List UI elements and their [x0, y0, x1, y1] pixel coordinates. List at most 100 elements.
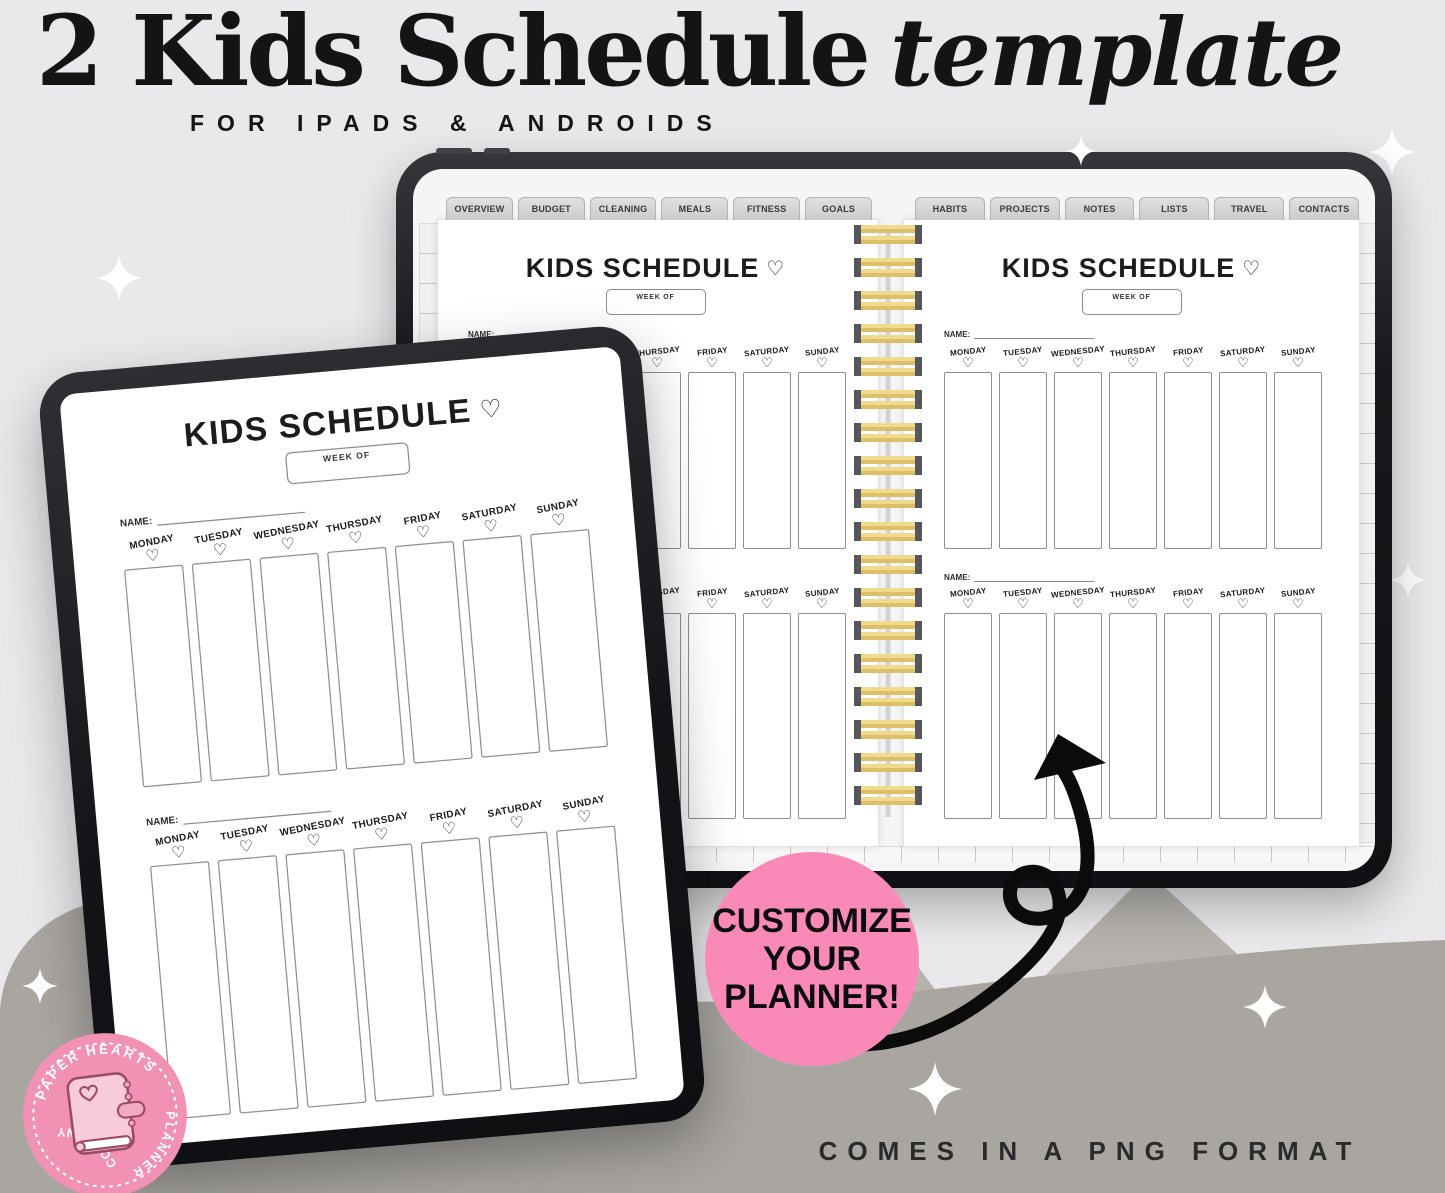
day-entry-box[interactable] — [1219, 371, 1267, 549]
badge-line: CUSTOMIZE — [712, 901, 912, 940]
heart-icon: ♡ — [651, 355, 663, 371]
spiral-coils — [860, 225, 916, 817]
name-row: NAME: — [944, 328, 1359, 340]
day-column: WEDNESDAY ♡ — [253, 519, 338, 776]
heart-icon: ♡ — [1237, 355, 1249, 371]
planner-tab[interactable]: CLEANING — [589, 197, 657, 220]
day-grid: MONDAY ♡ TUESDAY ♡ WEDNESDAY ♡ — [944, 585, 1359, 819]
name-line[interactable] — [974, 572, 1095, 582]
heart-icon: ♡ — [1017, 355, 1029, 371]
heart-icon: ♡ — [478, 395, 505, 425]
day-entry-box[interactable] — [259, 552, 338, 776]
day-entry-box[interactable] — [1219, 612, 1267, 819]
day-entry-box[interactable] — [1164, 612, 1212, 819]
title-main: 2 Kids Schedule — [36, 0, 871, 108]
planner-tab[interactable]: OVERVIEW — [446, 197, 513, 220]
day-entry-box[interactable] — [999, 371, 1047, 549]
day-column: TUESDAY ♡ — [999, 345, 1047, 549]
heart-icon: ♡ — [279, 534, 296, 554]
day-entry-box[interactable] — [217, 854, 299, 1114]
day-entry-box[interactable] — [944, 371, 992, 549]
week-of-box[interactable]: WEEK OF — [605, 289, 706, 316]
day-column: SUNDAY ♡ — [798, 586, 846, 819]
day-entry-box[interactable] — [326, 546, 406, 770]
heart-icon: ♡ — [508, 812, 525, 833]
heart-icon: ♡ — [761, 595, 773, 611]
day-entry-box[interactable] — [798, 371, 846, 549]
heart-icon: ♡ — [1292, 595, 1304, 611]
day-column: TUESDAY ♡ — [999, 586, 1047, 819]
day-entry-box[interactable] — [1274, 612, 1322, 819]
heart-icon: ♡ — [1292, 355, 1304, 371]
planner-tab[interactable]: GOALS — [805, 197, 872, 220]
day-entry-box[interactable] — [123, 564, 203, 788]
planner-tab[interactable]: PROJECTS — [989, 197, 1060, 220]
day-entry-box[interactable] — [394, 540, 473, 764]
day-entry-box[interactable] — [798, 612, 846, 819]
day-entry-box[interactable] — [688, 371, 736, 549]
badge-line: PLANNER! — [724, 978, 900, 1017]
schedule-title: KIDS SCHEDULE ♡ — [525, 253, 786, 283]
heart-icon: ♡ — [962, 355, 974, 371]
planner-tab[interactable]: LISTS — [1139, 197, 1210, 220]
day-entry-box[interactable] — [1054, 371, 1102, 549]
day-entry-box[interactable] — [191, 558, 270, 782]
day-entry-box[interactable] — [462, 534, 541, 758]
day-entry-box[interactable] — [944, 612, 992, 819]
day-entry-box[interactable] — [488, 830, 570, 1090]
planner-tab[interactable]: BUDGET — [517, 197, 585, 220]
heart-icon: ♡ — [1127, 355, 1139, 371]
name-line[interactable] — [974, 329, 1095, 340]
spiral-coil-ends — [915, 225, 922, 817]
day-label: SUNDAY — [804, 586, 840, 599]
day-entry-box[interactable] — [743, 612, 791, 819]
heart-icon: ♡ — [576, 806, 593, 827]
day-entry-box[interactable] — [529, 528, 609, 752]
day-entry-box[interactable] — [285, 848, 367, 1108]
day-entry-box[interactable] — [743, 371, 791, 549]
day-column: TUESDAY ♡ — [189, 526, 270, 782]
day-entry-box[interactable] — [999, 612, 1047, 819]
day-entry-box[interactable] — [1109, 612, 1157, 819]
page-stack-right — [1358, 223, 1375, 843]
page-title: 2 Kids Schedule template — [36, 0, 1344, 108]
planner-tab[interactable]: FITNESS — [733, 197, 801, 220]
volume-button — [436, 148, 472, 154]
planner-tab[interactable]: CONTACTS — [1289, 197, 1359, 220]
planner-tabs-right: HABITS PROJECTS NOTES LISTS TRAVEL CONTACTS — [915, 197, 1359, 220]
planner-tab[interactable]: NOTES — [1064, 197, 1135, 220]
week-of-box[interactable]: WEEK OF — [1081, 289, 1182, 316]
planner-tab[interactable]: HABITS — [915, 197, 985, 220]
day-entry-box[interactable] — [555, 825, 638, 1084]
day-column: MONDAY ♡ — [944, 586, 992, 819]
day-entry-box[interactable] — [1054, 612, 1102, 819]
day-label: FRIDAY — [1172, 586, 1204, 599]
name-line[interactable] — [156, 501, 306, 527]
day-column: SUNDAY ♡ — [1274, 346, 1322, 549]
heart-icon: ♡ — [415, 522, 432, 542]
day-entry-box[interactable] — [1109, 371, 1157, 549]
day-entry-box[interactable] — [1164, 371, 1212, 549]
heart-icon: ♡ — [1072, 595, 1084, 611]
day-entry-box[interactable] — [420, 836, 502, 1096]
planner-tab[interactable]: MEALS — [661, 197, 729, 220]
day-column: MONDAY ♡ — [944, 345, 992, 549]
day-entry-box[interactable] — [688, 612, 736, 819]
planner-tab[interactable]: TRAVEL — [1214, 197, 1285, 220]
heart-icon: ♡ — [761, 355, 773, 371]
day-entry-box[interactable] — [352, 842, 435, 1102]
day-column: FRIDAY ♡ — [688, 346, 736, 549]
day-label: MONDAY — [949, 586, 987, 599]
day-column: WEDNESDAY ♡ — [1051, 585, 1105, 819]
heart-icon: ♡ — [1072, 355, 1084, 371]
day-column: THURSDAY ♡ — [1109, 586, 1157, 819]
week-of-box[interactable]: WEEK OF — [284, 442, 411, 486]
day-label: FRIDAY — [696, 586, 728, 599]
day-column: SATURDAY ♡ — [743, 586, 791, 819]
customize-badge: CUSTOMIZE YOUR PLANNER! — [705, 852, 919, 1066]
subtitle: FOR IPADS & ANDROIDS — [190, 110, 725, 136]
day-column: FRIDAY ♡ — [1164, 346, 1212, 549]
day-entry-box[interactable] — [1274, 371, 1322, 549]
schedule-title: KIDS SCHEDULE ♡ — [1001, 253, 1262, 283]
